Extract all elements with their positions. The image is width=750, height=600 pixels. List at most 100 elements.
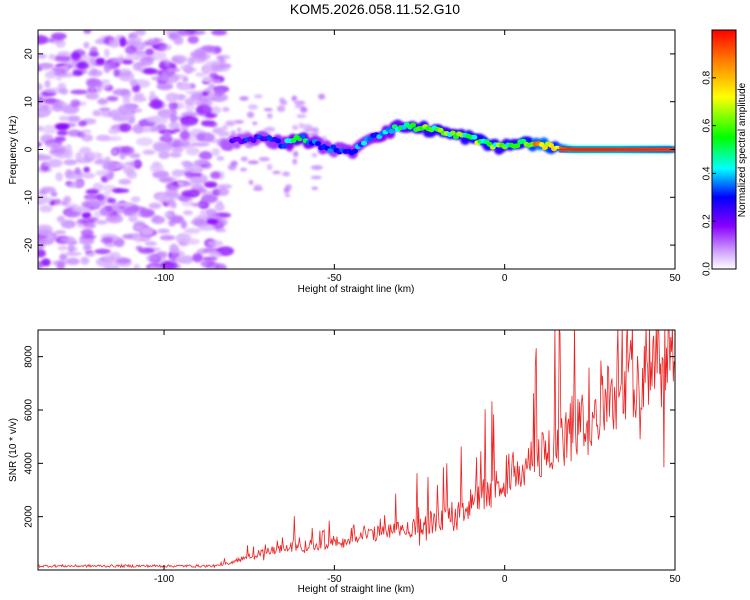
y-tick-label: -20	[24, 237, 35, 252]
noise-blob	[104, 205, 113, 212]
noise-blob	[233, 120, 244, 124]
noise-blob	[221, 124, 228, 131]
x-tick-label: -100	[154, 574, 174, 585]
noise-blob	[170, 247, 180, 252]
noise-blob	[38, 154, 52, 161]
noise-blob	[133, 225, 144, 230]
noise-blob	[85, 92, 98, 100]
noise-blob	[185, 147, 200, 156]
noise-blob	[59, 253, 68, 261]
noise-blob	[46, 233, 54, 242]
noise-blob	[301, 124, 313, 130]
noise-blob	[81, 234, 97, 239]
noise-blob	[210, 171, 221, 180]
signal-core	[275, 138, 282, 144]
noise-blob	[56, 129, 69, 136]
noise-blob	[55, 76, 63, 81]
noise-blob	[70, 99, 81, 108]
noise-blob	[50, 144, 67, 153]
noise-blob	[52, 103, 64, 112]
noise-blob	[201, 256, 218, 261]
noise-blob	[128, 215, 138, 223]
noise-blob	[108, 39, 120, 48]
noise-blob	[169, 151, 182, 158]
noise-blob	[55, 172, 63, 182]
noise-blob	[132, 64, 142, 72]
x-tick-label: -100	[154, 273, 174, 284]
noise-blob	[272, 170, 281, 175]
noise-blob	[113, 68, 121, 78]
noise-blob	[210, 106, 222, 115]
noise-blob	[185, 90, 200, 95]
noise-blob	[83, 30, 92, 34]
noise-blob	[136, 137, 154, 147]
noise-blob	[53, 198, 62, 205]
noise-blob	[192, 253, 203, 263]
noise-blob	[86, 251, 95, 257]
noise-blob	[195, 72, 206, 77]
noise-blob	[162, 264, 178, 269]
noise-blob	[142, 149, 156, 155]
noise-blob	[108, 109, 127, 118]
colorbar-ticks: 0.0 0.2 0.4 0.6 0.8	[702, 29, 737, 276]
noise-blob	[93, 159, 111, 165]
noise-blob	[169, 254, 178, 264]
noise-blob	[159, 177, 174, 183]
noise-blob	[125, 54, 139, 61]
noise-blob	[156, 80, 173, 91]
noise-blob	[180, 130, 190, 140]
noise-blob	[118, 178, 132, 185]
noise-blob	[192, 99, 201, 104]
noise-blob	[181, 199, 194, 207]
noise-blob	[54, 230, 67, 235]
noise-blob	[168, 121, 181, 130]
noise-blob	[38, 109, 44, 118]
x-tick-label: -50	[327, 574, 342, 585]
noise-blob	[68, 243, 75, 254]
noise-blob	[139, 56, 154, 67]
noise-blob	[83, 243, 92, 252]
noise-blob	[176, 82, 192, 91]
noise-blob	[211, 30, 228, 36]
noise-blob	[193, 159, 210, 166]
x-tick-label: 50	[669, 574, 681, 585]
y-tick-label: 0	[24, 146, 35, 152]
noise-blob	[247, 160, 259, 165]
noise-blob	[38, 125, 44, 132]
noise-blob	[180, 64, 192, 71]
noise-blob	[283, 187, 290, 194]
noise-blob	[122, 97, 131, 105]
noise-blob	[159, 234, 175, 241]
noise-blob	[148, 202, 162, 209]
colorbar-label: Normalized spectral amplitude	[737, 82, 748, 217]
noise-blob	[216, 54, 231, 60]
noise-blob	[292, 124, 299, 131]
noise-blob	[187, 35, 199, 44]
noise-blob	[311, 153, 318, 158]
noise-blob	[157, 123, 167, 131]
noise-blob	[277, 105, 286, 113]
noise-blob	[216, 156, 225, 161]
noise-blob	[48, 53, 56, 60]
noise-blob	[214, 217, 228, 227]
noise-blob	[247, 104, 258, 110]
snr-background	[38, 330, 675, 570]
noise-blob	[165, 188, 179, 197]
noise-blob	[292, 158, 298, 165]
noise-blob	[64, 203, 79, 209]
colorbar-gradient	[712, 30, 736, 269]
noise-blob	[107, 198, 117, 204]
noise-blob	[211, 148, 221, 157]
noise-blob	[39, 205, 53, 213]
noise-blob	[117, 68, 132, 77]
noise-blob	[300, 106, 308, 113]
noise-blob	[109, 251, 121, 261]
noise-blob	[77, 120, 87, 127]
signal-core	[299, 133, 306, 139]
noise-blob	[217, 130, 230, 138]
noise-blob	[206, 218, 219, 225]
noise-blob	[311, 165, 323, 171]
noise-blob	[200, 259, 215, 268]
